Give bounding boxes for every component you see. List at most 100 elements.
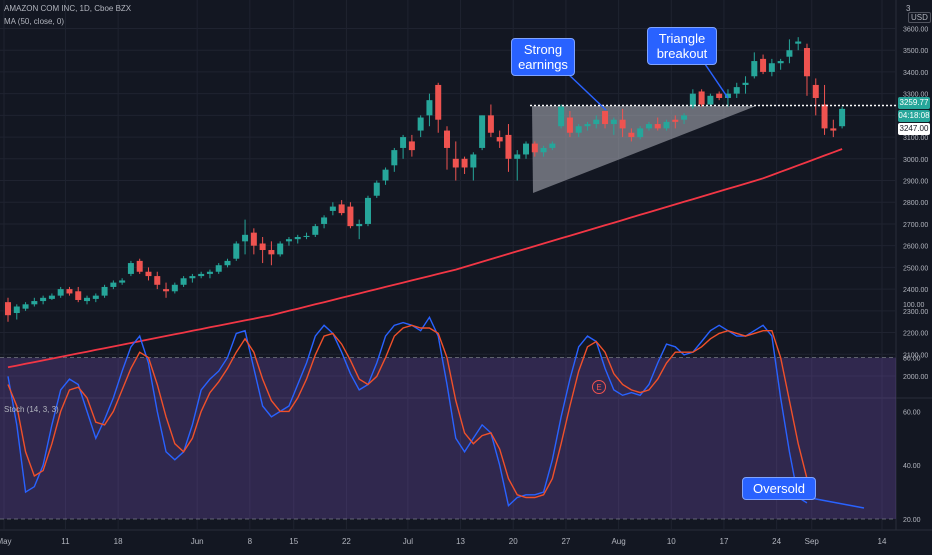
candle-body — [602, 111, 609, 125]
candle-body — [531, 143, 538, 153]
candle-body — [681, 115, 688, 120]
candle-body — [628, 132, 635, 138]
y-tick-label: 2900.00 — [903, 179, 928, 186]
candle-body — [57, 289, 64, 296]
candle-body — [470, 154, 477, 168]
candle-body — [742, 82, 749, 85]
candle-body — [163, 289, 170, 292]
candle-body — [198, 273, 205, 277]
candle-body — [145, 271, 152, 277]
currency-label: USD — [908, 12, 931, 23]
candle-body — [84, 297, 91, 302]
symbol-legend[interactable]: AMAZON COM INC, 1D, Cboe BZX — [4, 4, 132, 13]
candle-body — [593, 119, 600, 125]
x-tick-label: Jul — [403, 537, 413, 546]
candle-body — [400, 137, 407, 148]
candle-body — [312, 226, 319, 235]
candle-body — [92, 295, 99, 299]
ma-line — [7, 148, 843, 369]
last-price-tag: 3259.77 — [898, 97, 930, 109]
y-tick-label: 2500.00 — [903, 265, 928, 272]
x-tick-label: Sep — [805, 537, 820, 546]
candle-body — [101, 286, 108, 296]
y-tick-label: 3300.00 — [903, 92, 928, 99]
x-tick-label: 10 — [667, 537, 676, 546]
candle-body — [803, 48, 810, 77]
candle-body — [461, 158, 468, 168]
x-tick-label: 27 — [561, 537, 570, 546]
earnings-marker-circle[interactable] — [592, 380, 606, 394]
earnings-marker[interactable]: E — [592, 380, 606, 394]
stoch-y-tick-label: 100.00 — [903, 302, 925, 309]
candle-body — [496, 137, 503, 142]
candle-body — [242, 234, 249, 242]
candle-body — [645, 124, 652, 129]
candle-body — [637, 128, 644, 138]
candle-body — [189, 276, 196, 279]
y-tick-label: 3000.00 — [903, 157, 928, 164]
y-tick-label: 2000.00 — [903, 374, 928, 381]
candle-body — [180, 278, 187, 285]
candle-body — [444, 130, 450, 148]
candle-body — [619, 119, 626, 129]
x-tick-label: 24 — [772, 537, 781, 546]
candle-body — [523, 143, 530, 155]
candle-body — [338, 204, 345, 214]
candle-body — [689, 93, 696, 107]
top-right-label: 3 — [906, 4, 911, 13]
candle-body — [698, 91, 705, 105]
stoch-legend[interactable]: Stoch (14, 3, 3) — [4, 405, 59, 414]
candle-body — [215, 265, 222, 272]
candle-body — [417, 117, 424, 131]
candle-body — [171, 284, 178, 292]
candle-body — [426, 100, 433, 116]
y-tick-label: 2600.00 — [903, 244, 928, 251]
stoch-y-tick-label: 60.00 — [903, 409, 921, 416]
candle-body — [321, 217, 328, 224]
candle-body — [540, 147, 547, 153]
candle-body — [66, 289, 73, 294]
candle-body — [259, 243, 266, 251]
candle-body — [75, 291, 82, 300]
candle-body — [435, 84, 442, 120]
triangle-breakout-callout[interactable]: Triangle breakout — [647, 27, 717, 65]
candle-body — [575, 126, 582, 133]
ma-value-tag: 3247.00 — [898, 123, 930, 135]
oversold-callout[interactable]: Oversold — [742, 477, 816, 500]
ma-layer — [7, 148, 843, 369]
candle-body — [672, 119, 679, 122]
candle-body — [812, 84, 819, 98]
x-tick-label: 15 — [289, 537, 298, 546]
candle-body — [549, 143, 556, 148]
x-tick-label: 8 — [248, 537, 253, 546]
candle-body — [31, 301, 38, 305]
x-tick-label: May — [0, 537, 12, 546]
candle-body — [821, 104, 828, 129]
candle-body — [110, 282, 117, 287]
x-tick-label: 18 — [114, 537, 123, 546]
ma-legend[interactable]: MA (50, close, 0) — [4, 17, 65, 26]
stoch-k-line — [7, 315, 808, 507]
candle-body — [22, 304, 29, 309]
x-tick-label: 17 — [720, 537, 729, 546]
candle-body — [839, 108, 846, 127]
candle-body — [452, 158, 459, 168]
currency-badge[interactable]: 3 USD — [906, 4, 932, 23]
candle-body — [566, 117, 573, 133]
stoch-d-line — [7, 324, 808, 499]
candle-body — [277, 243, 284, 255]
candle-body — [479, 115, 486, 148]
candle-body — [663, 121, 670, 129]
countdown-tag: 04:18:08 — [898, 110, 930, 122]
candle-body — [795, 41, 802, 44]
x-tick-label: Aug — [611, 537, 625, 546]
axes: 2000.00 2100.00 2200.00 2300.00 2400.00 2500.… — [0, 26, 928, 546]
stoch-y-tick-label: 40.00 — [903, 463, 921, 470]
candles — [5, 37, 846, 322]
strong-earnings-callout[interactable]: Strong earnings — [511, 38, 575, 76]
stoch-y-tick-label: 20.00 — [903, 517, 921, 524]
x-tick-label: Jun — [191, 537, 204, 546]
candle-body — [224, 260, 231, 266]
